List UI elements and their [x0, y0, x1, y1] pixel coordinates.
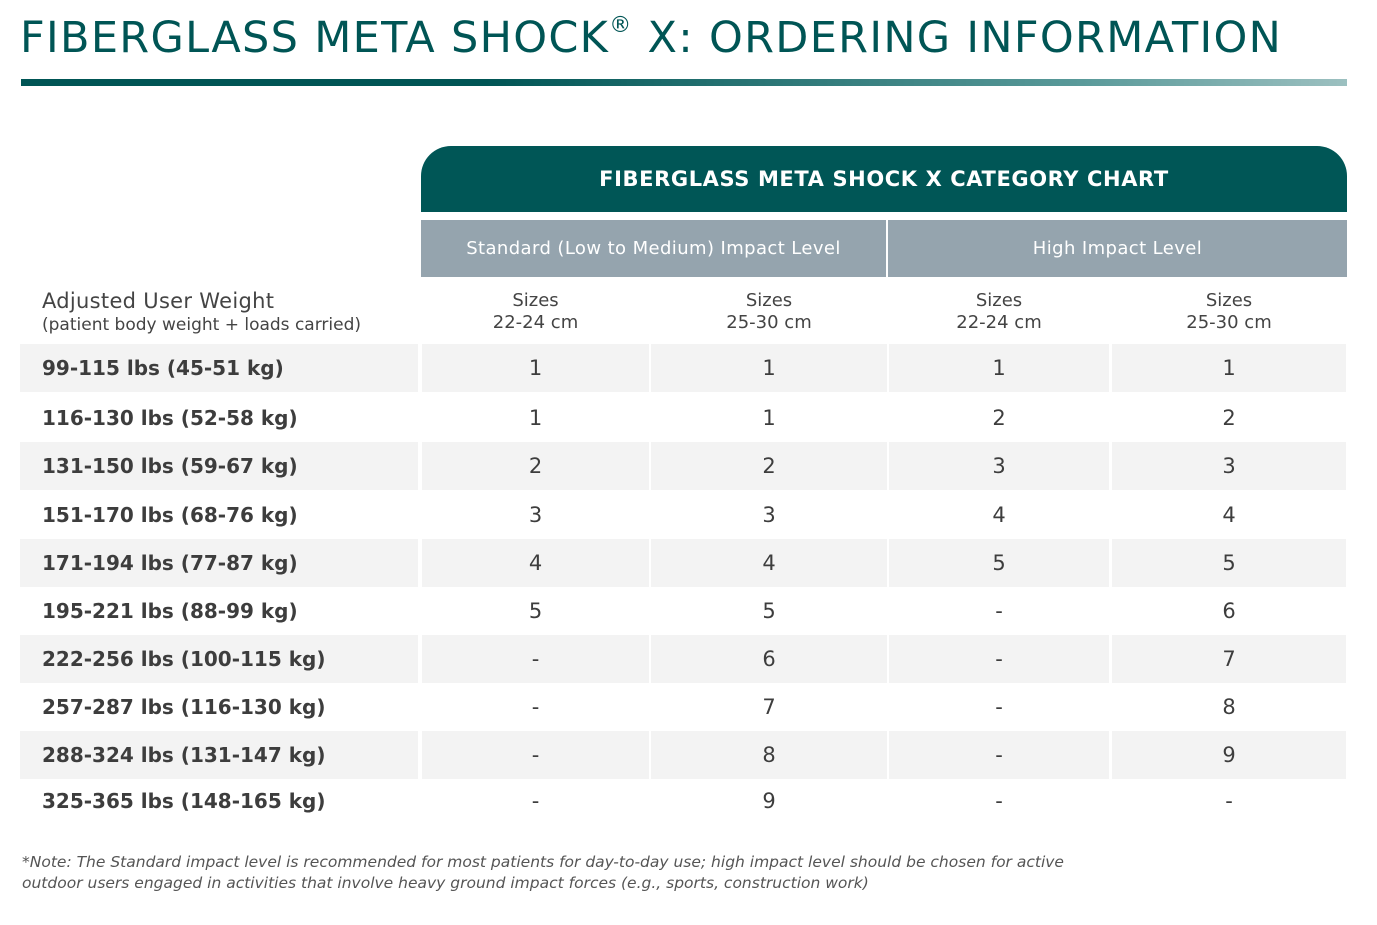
category-cell: 9 — [762, 789, 776, 813]
category-cell: 5 — [762, 599, 776, 623]
weight-cell: 257-287 lbs (116-130 kg) — [42, 695, 326, 719]
category-cell: 1 — [422, 344, 649, 392]
weight-cell: 288-324 lbs (131-147 kg) — [20, 731, 418, 779]
category-cell: 5 — [1112, 539, 1346, 587]
size-header-high-small: Sizes 22-24 cm — [889, 290, 1109, 334]
footnote: *Note: The Standard impact level is reco… — [22, 852, 1222, 894]
footnote-line: outdoor users engaged in activities that… — [22, 874, 869, 892]
table-row: 325-365 lbs (148-165 kg) - 9 - - — [20, 777, 1346, 825]
category-cell: 2 — [651, 442, 887, 490]
title-underline — [21, 79, 1347, 86]
category-cell: 7 — [762, 695, 776, 719]
category-cell: 9 — [1112, 731, 1346, 779]
table-row: 222-256 lbs (100-115 kg) - 6 - 7 — [20, 635, 1346, 683]
registered-mark: ® — [609, 13, 633, 38]
size-header-range: 22-24 cm — [492, 312, 579, 333]
size-header-label: Sizes — [975, 290, 1023, 311]
category-cell: 6 — [1222, 599, 1236, 623]
weight-cell: 151-170 lbs (68-76 kg) — [42, 503, 298, 527]
size-header-range: 22-24 cm — [956, 312, 1042, 333]
category-cell: 3 — [528, 503, 543, 527]
category-cell: 4 — [651, 539, 887, 587]
size-header-std-small: Sizes 22-24 cm — [422, 290, 649, 334]
table-row: 171-194 lbs (77-87 kg) 4 4 5 5 — [20, 539, 1346, 587]
size-header-range: 25-30 cm — [1186, 312, 1272, 333]
footnote-line: *Note: The Standard impact level is reco… — [22, 853, 1064, 871]
category-cell: 5 — [528, 599, 543, 623]
size-header-high-large: Sizes 25-30 cm — [1112, 290, 1346, 334]
category-cell: - — [995, 695, 1003, 719]
category-cell: 4 — [992, 503, 1006, 527]
size-header-std-large: Sizes 25-30 cm — [651, 290, 887, 334]
page-title: FIBERGLASS META SHOCK® X: ORDERING INFOR… — [20, 10, 1282, 66]
category-chart-header: FIBERGLASS META SHOCK X CATEGORY CHART — [421, 146, 1347, 212]
category-cell: 1 — [762, 406, 776, 430]
table-row: 257-287 lbs (116-130 kg) - 7 - 8 — [20, 683, 1346, 731]
weight-column-header: Adjusted User Weight (patient body weigh… — [42, 288, 361, 336]
weight-cell: 131-150 lbs (59-67 kg) — [20, 442, 418, 490]
category-cell: 4 — [1222, 503, 1236, 527]
category-cell: - — [995, 599, 1003, 623]
size-header-label: Sizes — [1205, 290, 1253, 311]
table-row: 151-170 lbs (68-76 kg) 3 3 4 4 — [20, 491, 1346, 539]
category-cell: - — [889, 635, 1109, 683]
high-impact-header: High Impact Level — [888, 220, 1347, 277]
category-cell: 7 — [1112, 635, 1346, 683]
category-cell: 1 — [1112, 344, 1346, 392]
category-cell: - — [531, 695, 540, 719]
table-row: 131-150 lbs (59-67 kg) 2 2 3 3 — [20, 442, 1346, 490]
category-cell: - — [531, 789, 540, 813]
category-cell: 2 — [1222, 406, 1236, 430]
weight-cell: 222-256 lbs (100-115 kg) — [20, 635, 418, 683]
category-cell: 5 — [889, 539, 1109, 587]
category-cell: - — [995, 789, 1003, 813]
category-cell: 1 — [889, 344, 1109, 392]
table-row: 288-324 lbs (131-147 kg) - 8 - 9 — [20, 731, 1346, 779]
category-cell: 3 — [762, 503, 776, 527]
category-cell: 1 — [528, 406, 543, 430]
category-cell: 3 — [1112, 442, 1346, 490]
category-cell: 1 — [651, 344, 887, 392]
weight-cell: 171-194 lbs (77-87 kg) — [20, 539, 418, 587]
weight-cell: 99-115 lbs (45-51 kg) — [20, 344, 418, 392]
weight-cell: 325-365 lbs (148-165 kg) — [42, 789, 326, 813]
category-cell: 2 — [992, 406, 1006, 430]
size-header-range: 25-30 cm — [726, 312, 812, 333]
table-row: 116-130 lbs (52-58 kg) 1 1 2 2 — [20, 394, 1346, 442]
title-text: FIBERGLASS META SHOCK — [20, 13, 610, 63]
weight-cell: 195-221 lbs (88-99 kg) — [42, 599, 298, 623]
size-header-label: Sizes — [512, 290, 559, 311]
size-header-label: Sizes — [745, 290, 793, 311]
category-cell: - — [1225, 789, 1233, 813]
weight-header-subtitle: (patient body weight + loads carried) — [42, 315, 361, 335]
category-cell: 6 — [651, 635, 887, 683]
category-cell: - — [422, 731, 649, 779]
category-cell: 4 — [422, 539, 649, 587]
category-cell: 2 — [422, 442, 649, 490]
category-cell: 8 — [1222, 695, 1236, 719]
category-cell: - — [889, 731, 1109, 779]
category-cell: 8 — [651, 731, 887, 779]
weight-cell: 116-130 lbs (52-58 kg) — [42, 406, 298, 430]
standard-impact-header: Standard (Low to Medium) Impact Level — [421, 220, 886, 277]
table-row: 195-221 lbs (88-99 kg) 5 5 - 6 — [20, 587, 1346, 635]
weight-header-title: Adjusted User Weight — [42, 289, 275, 313]
table-row: 99-115 lbs (45-51 kg) 1 1 1 1 — [20, 344, 1346, 392]
category-cell: 3 — [889, 442, 1109, 490]
title-suffix: X: ORDERING INFORMATION — [632, 13, 1283, 63]
category-cell: - — [422, 635, 649, 683]
